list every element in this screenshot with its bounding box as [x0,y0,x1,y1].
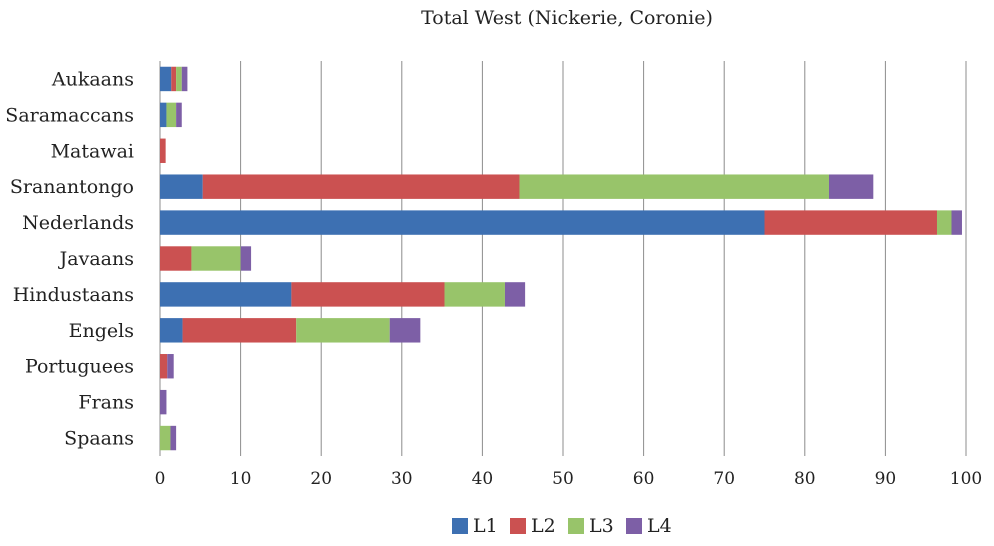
bar-segment [160,389,167,415]
category-label: Matawai [51,140,134,162]
category-label: Sranantongo [10,176,134,198]
bar-segment [167,354,174,379]
bar-segment [296,318,390,343]
bar-segment [171,66,177,92]
x-tick-label: 50 [552,469,574,489]
bar-segment [160,318,183,343]
category-label: Nederlands [22,212,134,234]
legend-label: L3 [589,515,614,537]
legend-label: L2 [531,515,556,537]
category-label: Frans [78,392,134,414]
x-tick-label: 70 [713,469,735,489]
bar-segment [764,210,937,235]
bar-segment [160,354,168,379]
bar-segment [181,66,188,92]
bar-segment [504,282,526,307]
bars [160,66,962,451]
bar-segment [951,210,962,235]
x-tick-label: 20 [310,469,332,489]
bar-segment [160,425,171,451]
category-label: Spaans [64,428,134,450]
legend-swatch [568,518,584,534]
bar-segment [160,102,167,128]
x-tick-labels: 0 10 20 30 40 50 60 70 80 90 100 [155,469,983,489]
bar-segment [160,210,765,235]
legend: L1 L2 L3 L4 [452,515,672,537]
legend-swatch [510,518,526,534]
category-label: Engels [69,320,134,342]
bar-segment [160,246,192,271]
bar-segment [202,174,520,199]
bar-segment [936,210,952,235]
bar-segment [519,174,829,199]
legend-label: L4 [647,515,672,537]
bar-segment [176,66,182,92]
bar-segment [291,282,445,307]
bar-segment [182,318,297,343]
legend-swatch [626,518,642,534]
bar-segment [176,102,182,128]
bar-segment [191,246,241,271]
bar-segment [160,66,172,92]
x-tick-label: 10 [230,469,252,489]
x-tick-label: 40 [472,469,494,489]
category-label: Portuguees [25,356,134,378]
bar-segment [240,246,252,271]
legend-swatch [452,518,468,534]
x-tick-label: 80 [794,469,816,489]
bar-segment [160,138,166,163]
category-label: Saramaccans [5,104,134,126]
category-labels: Aukaans Saramaccans Matawai Sranantongo Nede… [5,68,134,449]
category-label: Hindustaans [13,284,134,306]
x-tick-label: 60 [633,469,655,489]
x-tick-label: 90 [875,469,897,489]
bar-segment [160,174,203,199]
bar-segment [828,174,874,199]
x-tick-label: 100 [950,469,982,489]
bar-segment [389,318,421,343]
category-label: Aukaans [51,68,134,90]
gridlines [159,61,967,456]
chart-title: Total West (Nickerie, Coronie) [421,7,713,29]
legend-label: L1 [473,515,498,537]
x-tick-label: 30 [391,469,413,489]
category-label: Javaans [58,248,134,270]
x-tick-label: 0 [155,469,166,489]
bar-segment [444,282,505,307]
bar-segment [170,425,177,451]
bar-segment [166,102,177,128]
bar-segment [160,282,292,307]
